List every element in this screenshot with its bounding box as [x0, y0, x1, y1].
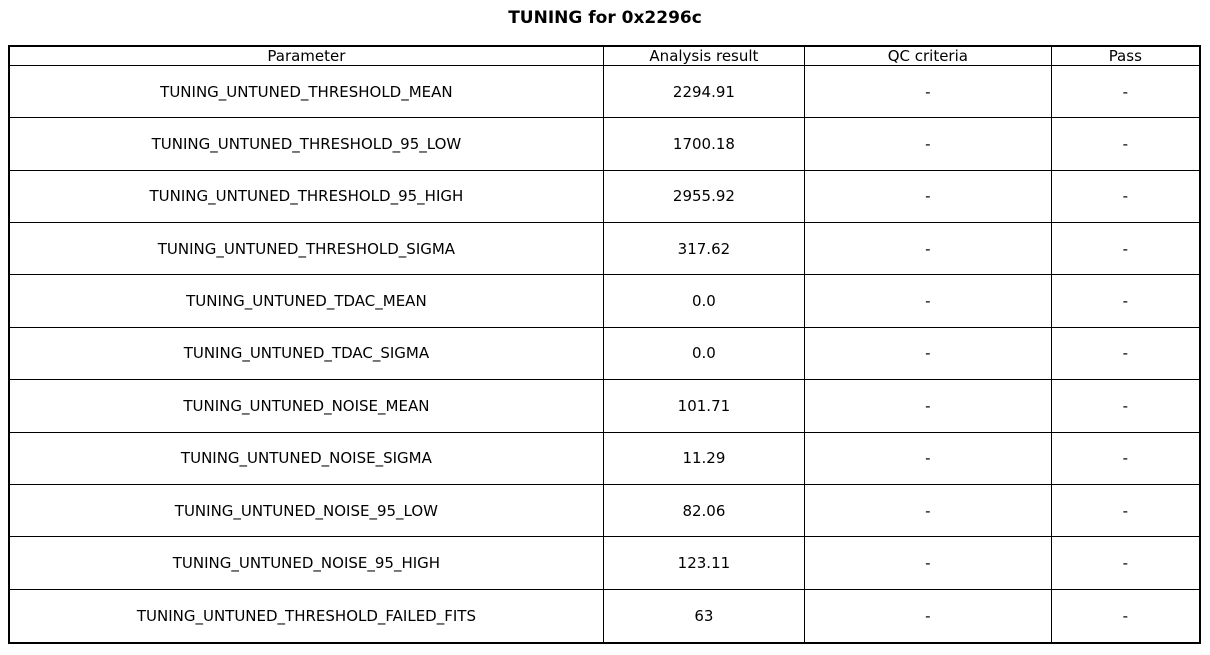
column-header-parameter: Parameter: [8, 45, 604, 66]
column-header-qc-criteria: QC criteria: [804, 45, 1052, 66]
cell-parameter: TUNING_UNTUNED_THRESHOLD_95_LOW: [8, 117, 604, 171]
cell-parameter: TUNING_UNTUNED_NOISE_95_HIGH: [8, 536, 604, 590]
cell-analysis-result: 1700.18: [602, 117, 806, 171]
cell-qc-criteria: -: [804, 64, 1052, 119]
tuning-table: Parameter Analysis result QC criteria Pa…: [8, 45, 1201, 644]
cell-parameter: TUNING_UNTUNED_NOISE_MEAN: [8, 379, 604, 433]
table-row: TUNING_UNTUNED_THRESHOLD_MEAN 2294.91- -: [8, 64, 1201, 119]
cell-pass: -: [1050, 536, 1201, 590]
cell-qc-criteria: -: [804, 169, 1052, 224]
cell-pass: -: [1050, 326, 1201, 381]
table-row: TUNING_UNTUNED_NOISE_95_HIGH 123.11- -: [8, 536, 1201, 590]
cell-analysis-result: 2294.91: [602, 64, 806, 119]
cell-qc-criteria: -: [804, 483, 1052, 538]
cell-pass: -: [1050, 169, 1201, 224]
table-body: TUNING_UNTUNED_THRESHOLD_MEAN 2294.91- - TU…: [8, 64, 1201, 644]
cell-qc-criteria: -: [804, 379, 1052, 433]
cell-pass: -: [1050, 222, 1201, 276]
cell-parameter: TUNING_UNTUNED_THRESHOLD_MEAN: [8, 64, 604, 119]
cell-qc-criteria: -: [804, 117, 1052, 171]
cell-pass: -: [1050, 117, 1201, 171]
cell-pass: -: [1050, 588, 1201, 644]
cell-parameter: TUNING_UNTUNED_TDAC_MEAN: [8, 274, 604, 328]
cell-analysis-result: 11.29: [602, 431, 806, 485]
cell-pass: -: [1050, 483, 1201, 538]
table-row: TUNING_UNTUNED_NOISE_95_LOW 82.06- -: [8, 483, 1201, 538]
table-row: TUNING_UNTUNED_THRESHOLD_SIGMA 317.62- -: [8, 222, 1201, 276]
cell-parameter: TUNING_UNTUNED_THRESHOLD_FAILED_FITS: [8, 588, 604, 644]
cell-parameter: TUNING_UNTUNED_THRESHOLD_95_HIGH: [8, 169, 604, 224]
column-header-analysis-result: Analysis result: [602, 45, 806, 66]
cell-analysis-result: 0.0: [602, 274, 806, 328]
cell-pass: -: [1050, 379, 1201, 433]
cell-parameter: TUNING_UNTUNED_NOISE_SIGMA: [8, 431, 604, 485]
cell-analysis-result: 123.11: [602, 536, 806, 590]
cell-pass: -: [1050, 64, 1201, 119]
table-header-row: Parameter Analysis result QC criteria Pa…: [8, 45, 1201, 66]
table-row: TUNING_UNTUNED_THRESHOLD_FAILED_FITS 63- -: [8, 588, 1201, 644]
table-row: TUNING_UNTUNED_TDAC_SIGMA 0.0- -: [8, 326, 1201, 381]
cell-qc-criteria: -: [804, 274, 1052, 328]
cell-analysis-result: 0.0: [602, 326, 806, 381]
table-row: TUNING_UNTUNED_NOISE_SIGMA 11.29- -: [8, 431, 1201, 485]
table-row: TUNING_UNTUNED_TDAC_MEAN 0.0- -: [8, 274, 1201, 328]
cell-parameter: TUNING_UNTUNED_THRESHOLD_SIGMA: [8, 222, 604, 276]
cell-qc-criteria: -: [804, 222, 1052, 276]
cell-qc-criteria: -: [804, 536, 1052, 590]
cell-analysis-result: 317.62: [602, 222, 806, 276]
cell-qc-criteria: -: [804, 431, 1052, 485]
cell-analysis-result: 63: [602, 588, 806, 644]
cell-qc-criteria: -: [804, 588, 1052, 644]
cell-analysis-result: 2955.92: [602, 169, 806, 224]
table-row: TUNING_UNTUNED_NOISE_MEAN 101.71- -: [8, 379, 1201, 433]
cell-parameter: TUNING_UNTUNED_TDAC_SIGMA: [8, 326, 604, 381]
cell-analysis-result: 82.06: [602, 483, 806, 538]
table-row: TUNING_UNTUNED_THRESHOLD_95_LOW 1700.18- -: [8, 117, 1201, 171]
cell-parameter: TUNING_UNTUNED_NOISE_95_LOW: [8, 483, 604, 538]
cell-pass: -: [1050, 274, 1201, 328]
column-header-pass: Pass: [1050, 45, 1201, 66]
table-row: TUNING_UNTUNED_THRESHOLD_95_HIGH 2955.92-…: [8, 169, 1201, 224]
cell-pass: -: [1050, 431, 1201, 485]
figure-title: TUNING for 0x2296c: [508, 8, 702, 28]
cell-analysis-result: 101.71: [602, 379, 806, 433]
cell-qc-criteria: -: [804, 326, 1052, 381]
